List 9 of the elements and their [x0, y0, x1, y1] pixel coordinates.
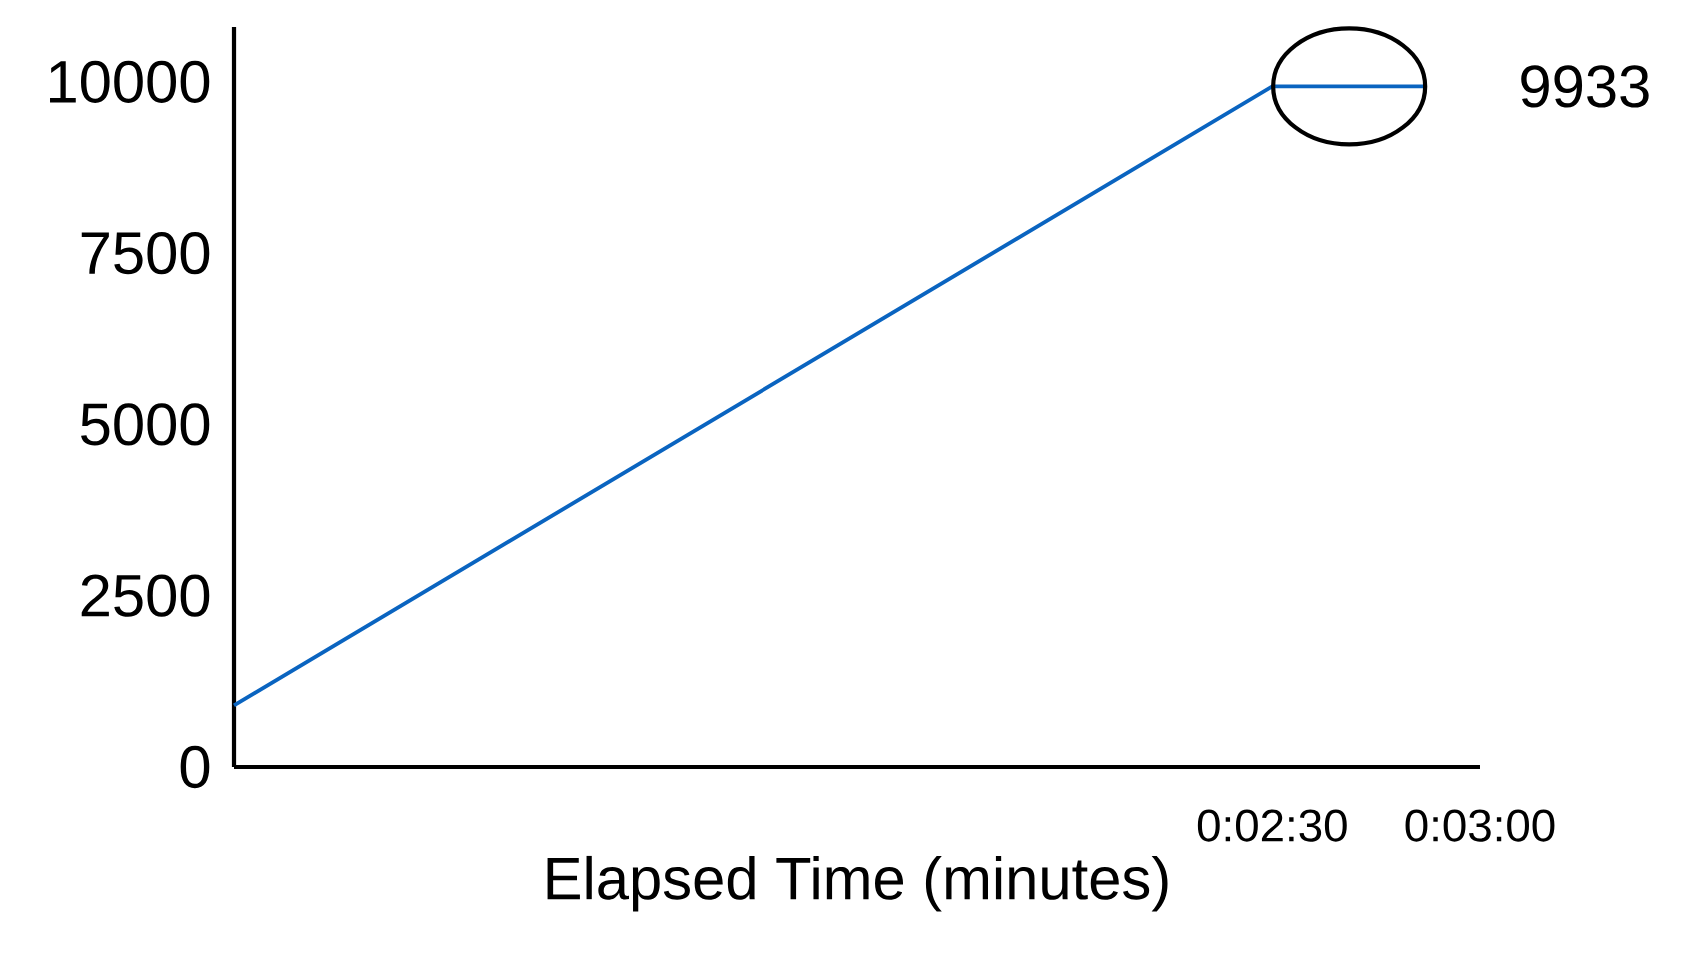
- x-axis-title: Elapsed Time (minutes): [547, 855, 1168, 912]
- y-tick-label: 7500: [81, 231, 210, 275]
- y-tick-label: 5000: [81, 403, 210, 446]
- y-tick-label: 0: [180, 745, 210, 789]
- annotation: 9933: [1521, 65, 1649, 108]
- y-tick-label: 2500: [81, 574, 210, 617]
- x-tick-label: 0:02:30: [1197, 809, 1347, 842]
- x-tick-label: 0:03:00: [1405, 809, 1555, 842]
- y-tick-label: 10000: [50, 60, 210, 103]
